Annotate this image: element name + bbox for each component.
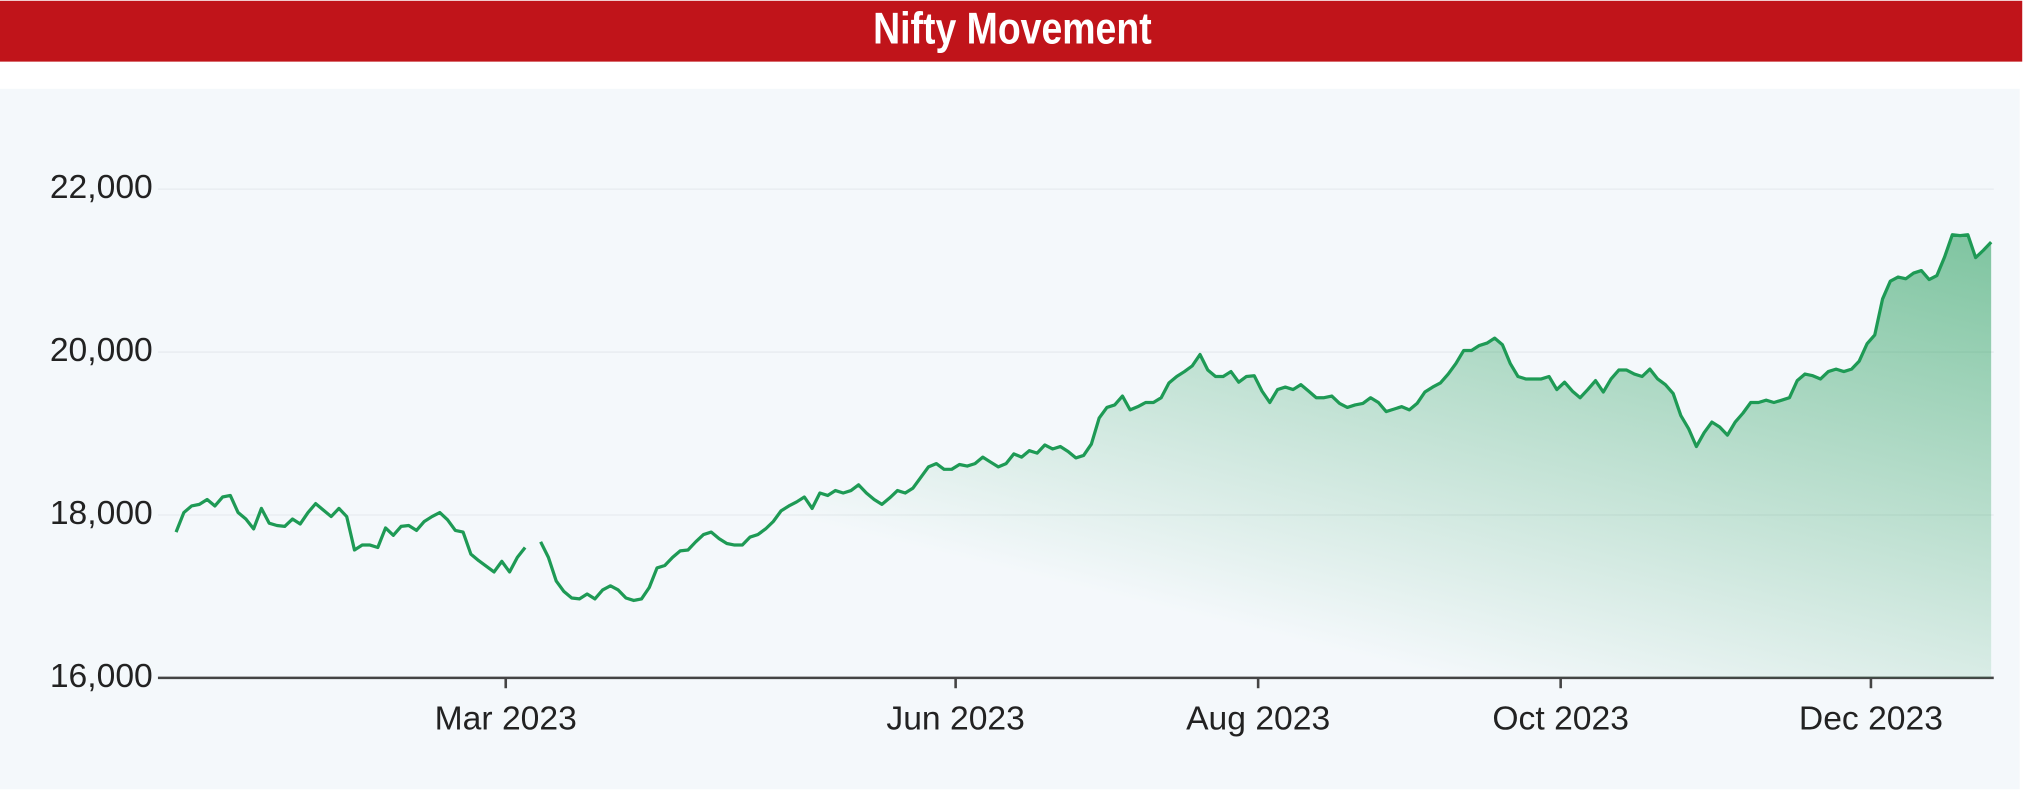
title-banner — [0, 0, 2023, 62]
x-tick-label: Mar 2023 — [435, 700, 577, 737]
line — [174, 233, 1993, 603]
x-tick-label: Jun 2023 — [886, 700, 1024, 737]
y-tick-label: 18,000 — [50, 495, 153, 532]
x-tick-label: Oct 2023 — [1492, 700, 1629, 737]
x-tick-label: Dec 2023 — [1799, 700, 1943, 737]
y-tick-label: 16,000 — [50, 658, 153, 695]
x-tick-label: Aug 2023 — [1186, 700, 1330, 737]
chart-title: Nifty Movement — [873, 4, 1152, 54]
y-tick-label: 22,000 — [50, 169, 153, 206]
y-tick-label: 20,000 — [50, 332, 153, 369]
